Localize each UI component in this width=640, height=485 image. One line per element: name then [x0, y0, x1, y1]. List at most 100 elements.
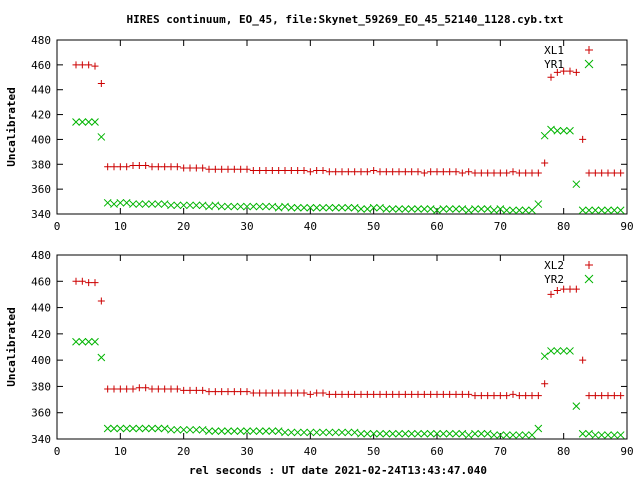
x-tick-label: 40: [304, 220, 317, 233]
data-point: [446, 390, 454, 398]
data-point: [274, 427, 283, 435]
data-point: [180, 386, 188, 394]
x-tick-label: 0: [54, 220, 61, 233]
data-point: [407, 205, 416, 213]
data-point: [452, 429, 460, 438]
data-point: [281, 202, 289, 211]
data-point: [135, 162, 143, 170]
data-point: [541, 380, 549, 388]
data-point: [503, 169, 511, 177]
data-point: [471, 392, 479, 400]
data-point: [427, 390, 435, 398]
data-point: [610, 431, 619, 439]
data-point: [420, 169, 428, 177]
data-point: [484, 169, 492, 177]
data-point: [477, 429, 486, 438]
data-point: [547, 73, 555, 81]
data-point: [490, 169, 498, 177]
data-point: [439, 429, 448, 438]
data-point: [161, 385, 169, 393]
data-point: [433, 390, 441, 398]
y-tick-label: 340: [31, 433, 51, 446]
plot-panel-1: 0 10 20 30 40 50 60 70 80 90 340 360 380 400 420 440 460…: [5, 34, 634, 233]
data-point: [129, 424, 137, 433]
data-point: [357, 429, 365, 438]
data-point: [515, 392, 523, 400]
data-point: [84, 118, 93, 126]
data-point: [566, 347, 574, 355]
data-point: [509, 168, 517, 176]
data-point: [401, 205, 410, 213]
data-point: [300, 389, 308, 397]
y-tick-label: 440: [31, 84, 51, 97]
data-point: [553, 126, 562, 135]
data-point: [85, 61, 93, 69]
data-point: [116, 198, 125, 207]
data-point: [521, 431, 530, 439]
data-point: [458, 205, 467, 213]
data-point: [135, 384, 143, 392]
data-point: [122, 424, 131, 433]
data-point: [154, 200, 163, 208]
data-point: [205, 202, 213, 211]
x-tick-label: 10: [114, 220, 127, 233]
data-point: [350, 203, 359, 212]
data-point: [141, 424, 150, 433]
y-tick-label: 420: [31, 109, 51, 122]
data-point: [465, 390, 473, 398]
y-tick-label: 420: [31, 328, 51, 341]
data-point: [344, 428, 353, 437]
data-point: [585, 429, 593, 438]
legend-marker: [584, 59, 594, 69]
data-point: [313, 389, 321, 397]
data-point: [85, 279, 93, 287]
data-point: [72, 277, 80, 285]
data-point: [363, 390, 371, 398]
data-point: [401, 390, 409, 398]
data-point: [515, 431, 524, 439]
data-point: [205, 427, 213, 435]
data-point: [560, 285, 568, 293]
y-tick-label: 480: [31, 34, 51, 47]
data-point: [496, 205, 505, 213]
x-tick-label: 50: [367, 445, 380, 458]
y-axis-label: Uncalibrated: [5, 87, 18, 166]
data-point: [477, 169, 485, 177]
x-tick-label: 70: [494, 445, 507, 458]
data-point: [300, 167, 308, 174]
data-point: [496, 392, 504, 400]
y-tick-label: 440: [31, 302, 51, 315]
data-point: [211, 165, 219, 173]
data-point: [610, 392, 618, 400]
plot-panels: 0 10 20 30 40 50 60 70 80 90340360380400420440460…: [5, 34, 634, 458]
data-point: [477, 392, 485, 400]
data-point: [426, 429, 435, 438]
data-point: [338, 390, 346, 398]
data-point: [395, 205, 403, 213]
data-point: [123, 385, 131, 393]
data-point: [275, 389, 283, 397]
data-point: [566, 285, 574, 293]
data-point: [496, 431, 505, 439]
data-point: [591, 206, 600, 215]
y-tick-label: 480: [31, 249, 51, 262]
data-point: [148, 385, 156, 393]
data-point: [262, 202, 270, 211]
data-point: [420, 429, 429, 438]
data-point: [154, 424, 163, 433]
x-axis-label: rel seconds : UT date 2021-02-24T13:43:4…: [189, 464, 487, 477]
data-point: [389, 168, 397, 176]
data-point: [503, 392, 511, 400]
data-point: [294, 389, 302, 397]
data-point: [293, 428, 302, 437]
data-point: [72, 337, 80, 346]
x-tick-label: 90: [620, 220, 633, 233]
data-point: [408, 168, 416, 176]
data-point: [123, 163, 131, 171]
data-point: [230, 165, 238, 173]
data-point: [370, 167, 378, 174]
data-point: [268, 202, 277, 211]
data-point: [528, 206, 536, 215]
data-point: [192, 164, 200, 172]
